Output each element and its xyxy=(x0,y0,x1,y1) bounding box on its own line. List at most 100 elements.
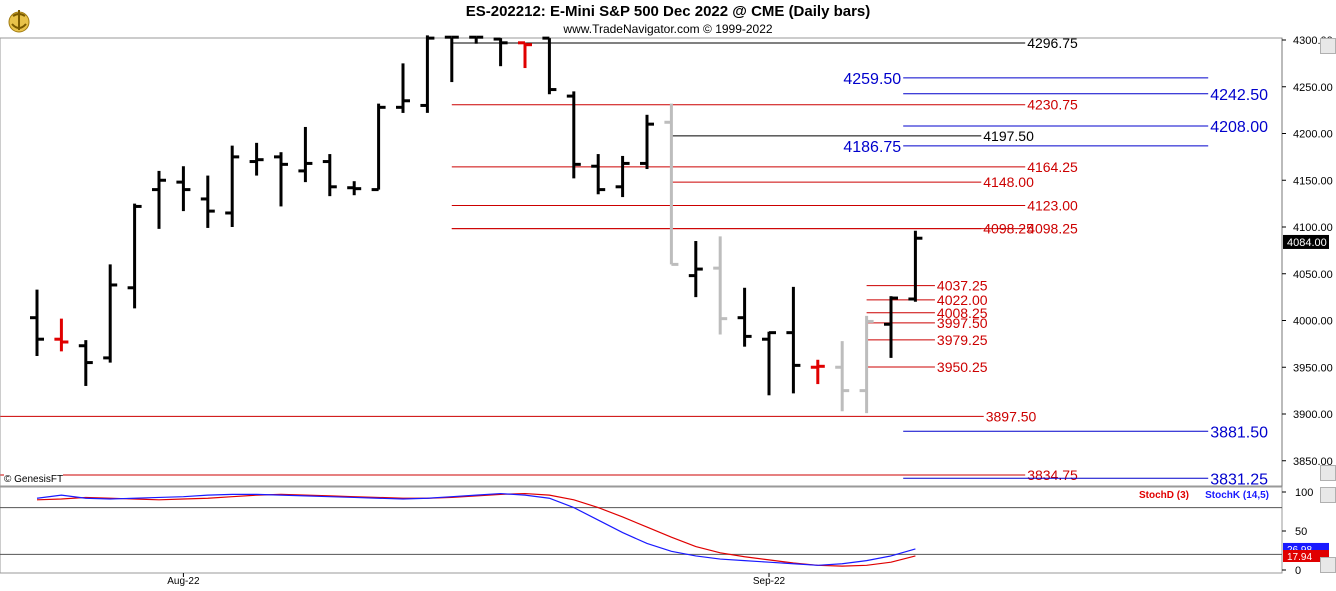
date-x-axis: Aug-22 Sep-22 xyxy=(167,573,786,587)
ohlc-bar xyxy=(810,359,825,385)
ohlc-bar xyxy=(762,331,776,396)
ohlc-bar xyxy=(127,203,142,309)
level-label: 4098.25 xyxy=(983,221,1034,237)
price-axis-area xyxy=(1282,38,1336,486)
x-tick-label: Sep-22 xyxy=(753,576,786,587)
level-label: 4008.25 xyxy=(937,305,988,321)
level-label: 3897.50 xyxy=(986,408,1037,424)
chart-subtitle: www.TradeNavigator.com © 1999-2022 xyxy=(563,22,773,36)
stochd-value-label: 17.94 xyxy=(1287,552,1312,563)
level-label: 4208.00 xyxy=(1210,119,1268,136)
level-label: 4296.75 xyxy=(1027,35,1078,51)
stoch-y-tick-label: 50 xyxy=(1295,526,1307,538)
y-tick-label: 4250.00 xyxy=(1293,82,1333,94)
ohlc-bar xyxy=(908,230,923,302)
y-tick-label: 3850.00 xyxy=(1293,456,1333,468)
stoch-y-tick-label: 0 xyxy=(1295,565,1301,577)
ohlc-bar xyxy=(420,35,435,113)
chart-title: ES-202212: E-Mini S&P 500 Dec 2022 @ CME… xyxy=(465,3,871,20)
y-tick-label: 4200.00 xyxy=(1293,129,1333,141)
ohlc-bar xyxy=(347,181,362,196)
price-panel xyxy=(0,37,1336,573)
level-lines: 4296.75 4259.50 4242.50 4230.75 4208.00 4197.… xyxy=(0,35,1268,488)
level-label: 4022.00 xyxy=(937,292,988,308)
ohlc-bar xyxy=(152,170,166,229)
copyright-label: © GenesisFT xyxy=(4,474,64,485)
indicator-scroll-down-button[interactable] xyxy=(1320,557,1336,573)
x-tick-label: Aug-22 xyxy=(167,576,200,587)
chart-header: ES-202212: E-Mini S&P 500 Dec 2022 @ CME… xyxy=(0,0,1336,38)
ohlc-bar xyxy=(54,318,69,352)
level-label: 3881.50 xyxy=(1210,424,1268,441)
stochd-line xyxy=(36,492,916,567)
level-label: 4164.25 xyxy=(1027,159,1078,175)
y-tick-label: 3950.00 xyxy=(1293,362,1333,374)
ohlc-bar xyxy=(469,35,484,44)
level-label: 4259.50 xyxy=(843,71,901,88)
ohlc-bar xyxy=(786,286,801,394)
ohlc-bar xyxy=(884,296,898,358)
ohlc-bar xyxy=(30,289,44,357)
ohlc-bar xyxy=(591,154,606,195)
y-tick-label: 3900.00 xyxy=(1293,409,1333,421)
ohlc-bar xyxy=(835,341,850,412)
level-label: 4123.00 xyxy=(1027,197,1078,213)
scroll-down-button[interactable] xyxy=(1320,465,1336,481)
scroll-up-button[interactable] xyxy=(1320,38,1336,54)
ohlc-bar xyxy=(396,63,410,113)
y-tick-label: 4000.00 xyxy=(1293,316,1333,328)
level-label: 3950.25 xyxy=(937,359,988,375)
stochastic-lines: StochD (3)StochK (14,5)10050026.9817.94 xyxy=(0,487,1329,577)
stoch-y-tick-label: 100 xyxy=(1295,487,1313,499)
ohlc-bar xyxy=(322,154,337,197)
y-tick-label: 4100.00 xyxy=(1293,222,1333,234)
price-y-axis: 4300.004250.004200.004150.004100.004050.… xyxy=(1282,35,1333,468)
ohlc-bar xyxy=(371,103,386,192)
ohlc-bar xyxy=(566,91,581,179)
ohlc-bar xyxy=(225,145,240,227)
ohlc-bar xyxy=(298,126,313,183)
stoch-plot-area xyxy=(0,486,1283,574)
ohlc-bar xyxy=(444,35,459,83)
ohlc-bar xyxy=(493,37,508,67)
ohlc-bar xyxy=(78,340,93,386)
ohlc-bar xyxy=(176,166,191,212)
ohlc-bar xyxy=(542,36,557,95)
ohlc-bar xyxy=(615,155,630,198)
ohlc-bar xyxy=(200,175,215,228)
level-label: 4037.25 xyxy=(937,278,988,294)
level-label: 4197.50 xyxy=(983,128,1034,144)
ohlc-bar xyxy=(688,241,703,298)
stochd-value-box xyxy=(1283,550,1329,563)
y-tick-label: 4050.00 xyxy=(1293,269,1333,281)
level-label: 4186.75 xyxy=(843,139,901,156)
level-label: 4230.75 xyxy=(1027,97,1078,113)
level-label: 3997.50 xyxy=(937,315,988,331)
level-label: 3834.75 xyxy=(1027,467,1078,483)
ohlc-bar xyxy=(640,114,654,170)
ohlc-bar xyxy=(713,236,728,335)
level-label: 3831.25 xyxy=(1210,471,1268,488)
price-bars xyxy=(30,35,923,414)
ohlc-bar xyxy=(274,152,288,207)
indicator-scroll-up-button[interactable] xyxy=(1320,487,1336,503)
ohlc-bar xyxy=(859,315,874,414)
ohlc-bar xyxy=(103,264,118,363)
genesis-logo-icon xyxy=(4,4,34,34)
last-price-label: 4084.00 xyxy=(1287,237,1327,249)
level-label: 4148.00 xyxy=(983,174,1034,190)
ohlc-bar xyxy=(737,287,752,347)
y-tick-label: 4150.00 xyxy=(1293,175,1333,187)
last-price-box xyxy=(1283,234,1329,249)
stoch-legend-label: StochD (3) xyxy=(1139,490,1189,501)
stoch-legend-label: StochK (14,5) xyxy=(1205,490,1269,501)
level-label: 4242.50 xyxy=(1210,87,1268,104)
ohlc-bar xyxy=(664,103,679,266)
stochastic-panel xyxy=(0,486,1283,574)
level-label: 3979.25 xyxy=(937,332,988,348)
level-label: 4098.25 xyxy=(1027,221,1078,237)
ohlc-bar xyxy=(518,41,532,69)
ohlc-bar xyxy=(249,142,264,176)
stochk-line xyxy=(36,492,916,566)
